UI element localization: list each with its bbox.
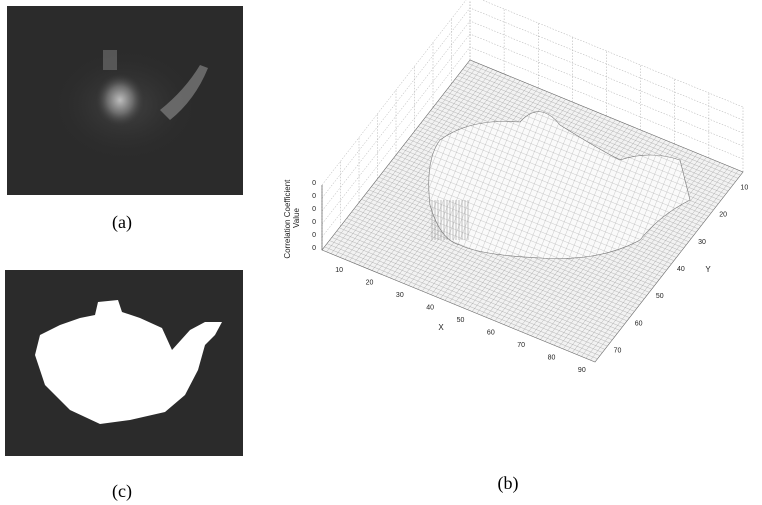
panel-c: (c) (5, 270, 243, 502)
y-tick-label: 60 (635, 320, 643, 327)
y-tick-label: 30 (698, 239, 706, 246)
x-tick-label: 20 (366, 280, 374, 287)
z-tick-label: 0 (312, 193, 316, 200)
z-axis-label-line: Value (292, 208, 301, 228)
z-axis-label: Correlation Coefficient Value (283, 177, 301, 258)
z-tick-label: 0 (312, 245, 316, 252)
x-tick-label: 60 (487, 329, 495, 336)
x-tick-label: 90 (578, 367, 586, 374)
figure: (a) (c) Correlation Coefficient Value X … (0, 0, 762, 505)
z-tick-label: 0 (312, 219, 316, 226)
z-tick-label: 0 (312, 206, 316, 213)
y-tick-label: 40 (677, 266, 685, 273)
z-tick-label: 0 (312, 180, 316, 187)
x-tick-label: 40 (426, 305, 434, 312)
y-tick-label: 20 (719, 212, 727, 219)
z-tick-label: 0 (312, 232, 316, 239)
y-tick-label: 70 (614, 347, 622, 354)
panel-b: Correlation Coefficient Value X Y (b) 0 0… (283, 0, 748, 494)
y-tick-label: 10 (740, 185, 748, 192)
z-axis-label-line: Correlation Coefficient (283, 179, 292, 259)
caption-c: (c) (112, 481, 132, 502)
y-axis-label: Y (705, 265, 711, 274)
teapot-lid (103, 50, 117, 70)
x-tick-label: 30 (396, 292, 404, 299)
x-tick-label: 50 (457, 317, 465, 324)
x-tick-label: 10 (335, 267, 343, 274)
x-tick-label: 70 (517, 342, 525, 349)
y-tick-label: 50 (656, 293, 664, 300)
panel-a: (a) (7, 6, 243, 233)
caption-a: (a) (112, 212, 132, 233)
x-tick-label: 80 (548, 354, 556, 361)
teapot-body (94, 72, 146, 128)
caption-b: (b) (498, 473, 519, 494)
x-axis-label: X (438, 323, 444, 332)
